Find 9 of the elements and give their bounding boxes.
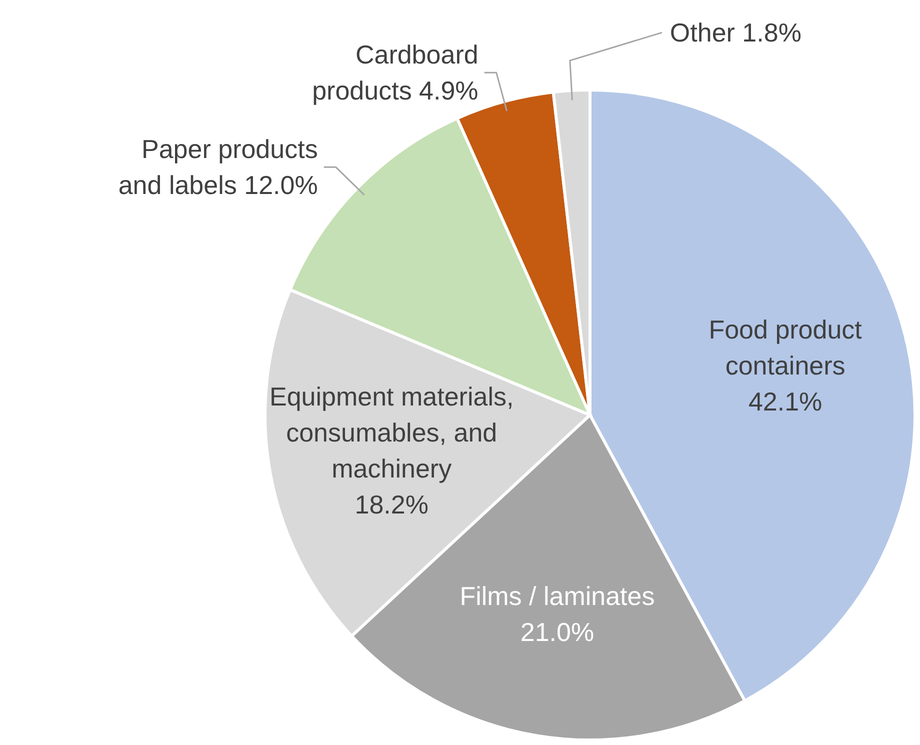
- data-label: 21.0%: [520, 616, 594, 647]
- slice-label: Food product containers: [708, 314, 863, 380]
- slice-label: Other 1.8%: [670, 18, 802, 48]
- data-label: 18.2%: [354, 489, 428, 520]
- slice-label: Films / laminates: [460, 580, 655, 611]
- slice-label: Equipment materials, consumables, and machinery: [269, 381, 514, 484]
- data-label: 42.1%: [748, 386, 822, 416]
- slice-label: Cardboard products 4.9%: [312, 40, 478, 106]
- slice-label: Paper products and labels 12.0%: [118, 134, 318, 200]
